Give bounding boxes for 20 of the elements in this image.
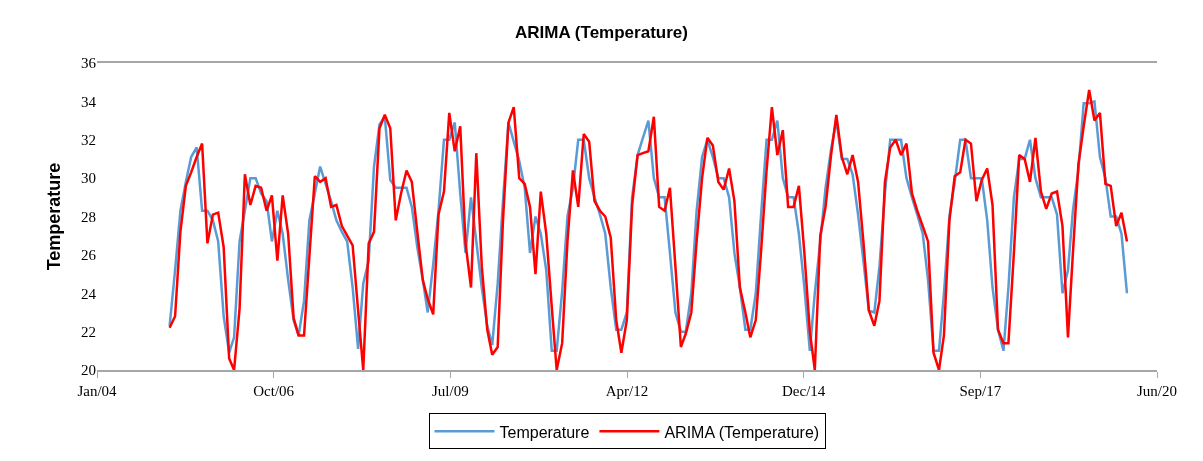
y-tick-label: 36 — [81, 55, 97, 72]
y-tick-label: 24 — [81, 285, 97, 302]
y-tick-label: 34 — [81, 93, 97, 110]
legend-label: ARIMA (Temperature) — [664, 423, 820, 441]
legend-label: Temperature — [499, 423, 590, 441]
y-tick-label: 30 — [81, 170, 96, 187]
x-tick-label: Apr/12 — [605, 383, 649, 399]
x-tick-label: Sep/17 — [959, 383, 1002, 399]
y-tick-label: 20 — [81, 362, 96, 379]
y-tick-label: 22 — [81, 323, 96, 340]
x-tick-label: Dec/14 — [782, 383, 826, 399]
y-axis-title: Temperature — [44, 162, 65, 271]
x-tick-label: Jan/04 — [77, 383, 118, 399]
x-tick-label: Jun/20 — [1136, 383, 1178, 399]
y-tick-label: 32 — [81, 132, 96, 148]
chart-title: ARIMA (Temperature) — [515, 23, 688, 43]
x-tick-label: Jul/09 — [431, 383, 469, 399]
y-tick-label: 28 — [81, 208, 96, 225]
y-tick-label: 26 — [81, 247, 97, 264]
x-tick-label: Oct/06 — [253, 383, 295, 399]
